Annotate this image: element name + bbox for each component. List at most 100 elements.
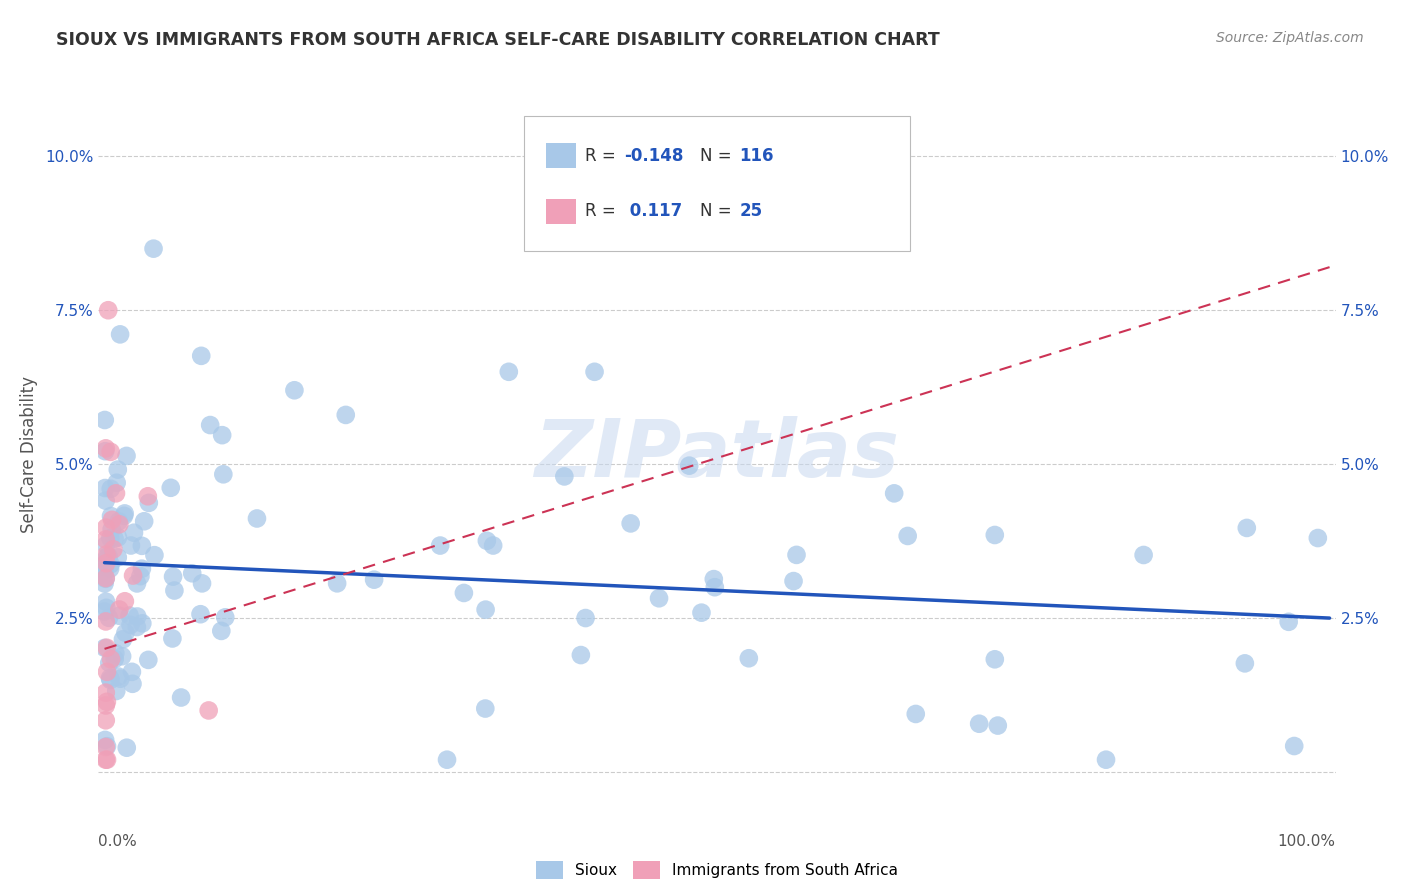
Point bbox=[967, 716, 990, 731]
Point bbox=[574, 611, 596, 625]
Point bbox=[100, 652, 122, 666]
Point bbox=[96, 600, 118, 615]
Point bbox=[96, 548, 118, 562]
Text: N =: N = bbox=[700, 147, 737, 165]
Point bbox=[100, 558, 122, 572]
Point bbox=[703, 572, 725, 586]
Point bbox=[118, 608, 141, 623]
Point bbox=[111, 649, 134, 664]
Point bbox=[94, 572, 117, 586]
Point bbox=[129, 569, 152, 583]
Point bbox=[108, 517, 131, 532]
Text: 116: 116 bbox=[740, 147, 775, 165]
Point bbox=[94, 493, 117, 508]
Point bbox=[93, 559, 115, 574]
Point bbox=[181, 566, 204, 581]
Point bbox=[703, 580, 725, 594]
Point bbox=[114, 594, 136, 608]
Point bbox=[115, 740, 138, 755]
Point bbox=[1282, 739, 1305, 753]
Point bbox=[1233, 657, 1256, 671]
Point bbox=[107, 462, 129, 476]
Point bbox=[94, 521, 117, 535]
Point bbox=[131, 562, 153, 576]
Point bbox=[105, 475, 128, 490]
Point bbox=[96, 695, 118, 709]
Point bbox=[111, 632, 134, 647]
Point bbox=[170, 690, 193, 705]
Point bbox=[190, 607, 212, 622]
Point bbox=[120, 617, 142, 632]
Point bbox=[569, 648, 592, 662]
Point bbox=[108, 608, 131, 623]
Point bbox=[136, 489, 159, 503]
Point bbox=[93, 605, 115, 619]
Point bbox=[93, 576, 115, 591]
Point bbox=[1132, 548, 1154, 562]
Point bbox=[94, 594, 117, 608]
Point bbox=[108, 602, 131, 616]
Point bbox=[162, 632, 184, 646]
Point bbox=[94, 732, 117, 747]
Point bbox=[190, 349, 212, 363]
Point bbox=[94, 413, 117, 427]
Point bbox=[114, 625, 136, 640]
Text: 0.117: 0.117 bbox=[624, 202, 682, 220]
Point bbox=[94, 615, 117, 629]
Point bbox=[335, 408, 357, 422]
Point bbox=[100, 522, 122, 536]
Point bbox=[112, 508, 135, 523]
Point bbox=[987, 718, 1010, 732]
Point bbox=[125, 576, 148, 591]
Point bbox=[142, 242, 165, 256]
Text: 100.0%: 100.0% bbox=[1278, 834, 1336, 849]
Point bbox=[105, 684, 128, 698]
Point bbox=[453, 586, 475, 600]
Point bbox=[114, 507, 136, 521]
Point bbox=[93, 564, 115, 578]
Point bbox=[121, 665, 143, 679]
Point bbox=[103, 532, 125, 546]
Text: 0.0%: 0.0% bbox=[98, 834, 138, 849]
Point bbox=[143, 548, 166, 562]
Text: 25: 25 bbox=[740, 202, 762, 220]
Point bbox=[553, 469, 575, 483]
Point bbox=[94, 753, 117, 767]
Y-axis label: Self-Care Disability: Self-Care Disability bbox=[20, 376, 38, 533]
Point bbox=[100, 673, 122, 687]
Point bbox=[103, 542, 125, 557]
Point bbox=[131, 616, 153, 631]
Text: SIOUX VS IMMIGRANTS FROM SOUTH AFRICA SELF-CARE DISABILITY CORRELATION CHART: SIOUX VS IMMIGRANTS FROM SOUTH AFRICA SE… bbox=[56, 31, 941, 49]
Point bbox=[984, 652, 1007, 666]
Point bbox=[107, 550, 129, 565]
Point bbox=[94, 481, 117, 495]
Point bbox=[96, 556, 118, 570]
Point bbox=[96, 753, 118, 767]
Point bbox=[620, 516, 643, 531]
Point bbox=[1095, 753, 1118, 767]
Point bbox=[94, 698, 117, 713]
Point bbox=[97, 303, 120, 318]
Point bbox=[474, 602, 496, 616]
Point bbox=[883, 486, 905, 500]
Point bbox=[101, 513, 124, 527]
Point bbox=[738, 651, 761, 665]
Point bbox=[583, 365, 606, 379]
Point bbox=[690, 606, 713, 620]
Text: -0.148: -0.148 bbox=[624, 147, 683, 165]
Point bbox=[120, 539, 142, 553]
Text: N =: N = bbox=[700, 202, 737, 220]
Point bbox=[984, 528, 1007, 542]
Point bbox=[1278, 615, 1301, 629]
Point bbox=[904, 706, 927, 721]
Point bbox=[107, 515, 129, 529]
Text: R =: R = bbox=[585, 202, 621, 220]
Point bbox=[104, 646, 127, 660]
Point bbox=[94, 557, 117, 571]
Point bbox=[96, 739, 118, 754]
Point bbox=[104, 652, 127, 666]
Point bbox=[782, 574, 804, 588]
Point bbox=[94, 714, 117, 728]
Text: ZIPatlas: ZIPatlas bbox=[534, 416, 900, 494]
Point bbox=[211, 428, 233, 442]
